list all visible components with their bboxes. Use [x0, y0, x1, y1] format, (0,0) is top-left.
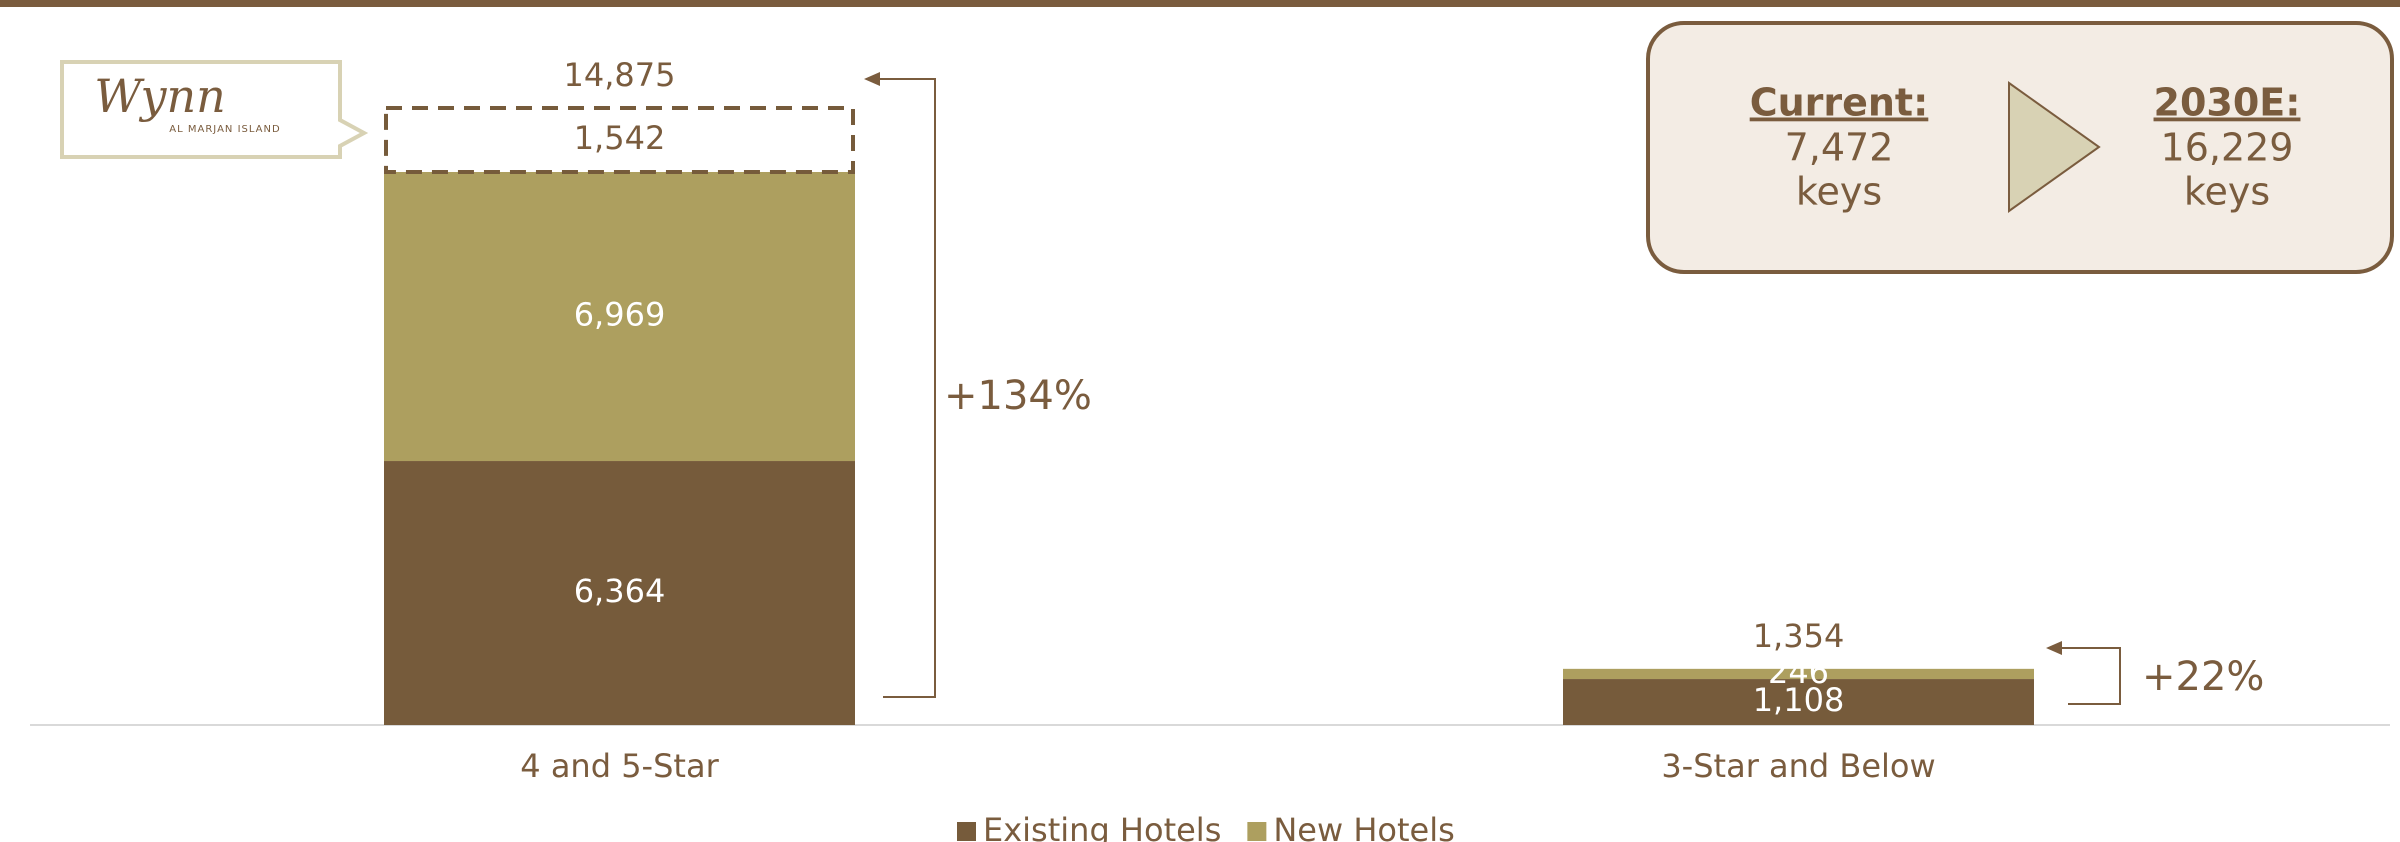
legend-swatch: [957, 822, 976, 841]
legend-label: Existing Hotels: [983, 811, 1221, 842]
bar-segment: [384, 461, 855, 725]
callout: Current: 7,472 keys 2030E: 16,229 keys: [1646, 21, 2394, 274]
growth-bracket: [878, 78, 936, 698]
bracket-arrow: [2046, 641, 2062, 655]
value-label: 1,542: [574, 119, 666, 157]
legend-label: New Hotels: [1273, 811, 1454, 842]
future-value: 16,229: [2161, 126, 2294, 170]
bar-segment: [1563, 679, 2034, 725]
growth-bracket: [2060, 647, 2121, 705]
callout-arrow: [2008, 81, 2101, 213]
bracket-arrow: [864, 72, 880, 86]
value-label: 246: [1768, 653, 1829, 691]
current-label: Current:: [1750, 81, 1929, 125]
legend-swatch: [1247, 822, 1267, 841]
x-tick-label: 3-Star and Below: [1661, 747, 1935, 785]
value-label: 6,364: [574, 572, 666, 610]
future-unit: keys: [2184, 170, 2270, 214]
value-label: 1,108: [1753, 681, 1845, 719]
growth-label: +134%: [944, 373, 1092, 419]
current-value: 7,472: [1785, 126, 1894, 170]
total-label: 1,354: [1753, 617, 1845, 655]
value-label: 6,969: [574, 295, 666, 333]
total-label: 14,875: [564, 56, 676, 94]
bar-segment: [384, 171, 855, 462]
logo: Wynn AL MARJAN ISLAND: [60, 60, 369, 159]
future-label: 2030E:: [2154, 81, 2301, 125]
logo-box: [60, 60, 369, 159]
growth-label: +22%: [2142, 654, 2264, 700]
bar-segment: [1563, 668, 2034, 680]
x-tick-label: 4 and 5-Star: [520, 747, 719, 785]
logo-title: Wynn: [94, 69, 226, 123]
current-unit: keys: [1796, 170, 1882, 214]
top-rule: [0, 0, 2400, 7]
bar-segment: [384, 106, 855, 174]
logo-subtitle: AL MARJAN ISLAND: [169, 124, 280, 135]
